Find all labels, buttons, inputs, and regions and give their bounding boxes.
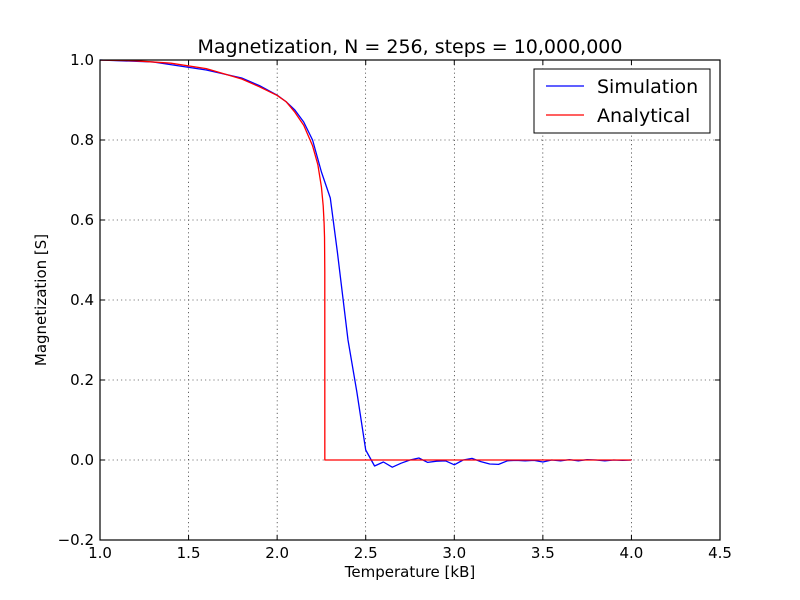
axis-ticks: 1.0 1.5 2.0 2.5 3.0 3.5 4.0 4.5 −0.2 0.0 0.2 0.4 0.6… [58,51,732,562]
y-axis-label: Magnetization [S] [32,234,50,366]
x-axis-label: Temperature [kB] [344,563,475,581]
y-tick-label: 0.4 [70,291,94,309]
legend-label-simulation: Simulation [597,76,698,98]
x-tick-label: 1.5 [177,544,201,562]
x-tick-label: 2.0 [265,544,289,562]
x-tick-label: 4.5 [708,544,732,562]
y-tick-label: −0.2 [58,531,94,549]
x-tick-label: 3.5 [531,544,555,562]
y-tick-label: 0.8 [70,131,94,149]
series-lines [99,59,632,468]
y-tick-label: 0.6 [70,211,94,229]
y-tick-label: 0.2 [70,371,94,389]
x-tick-label: 3.0 [442,544,466,562]
legend: Simulation Analytical [533,68,711,134]
x-tick-label: 1.0 [88,544,112,562]
y-tick-label: 0.0 [70,451,94,469]
series-line-analytical [99,59,632,461]
x-tick-label: 2.5 [354,544,378,562]
legend-box [533,68,711,134]
y-tick-label: 1.0 [70,51,94,69]
chart-title: Magnetization, N = 256, steps = 10,000,0… [198,36,623,58]
x-tick-label: 4.0 [619,544,643,562]
plot-frame [99,59,721,541]
legend-label-analytical: Analytical [597,105,690,127]
